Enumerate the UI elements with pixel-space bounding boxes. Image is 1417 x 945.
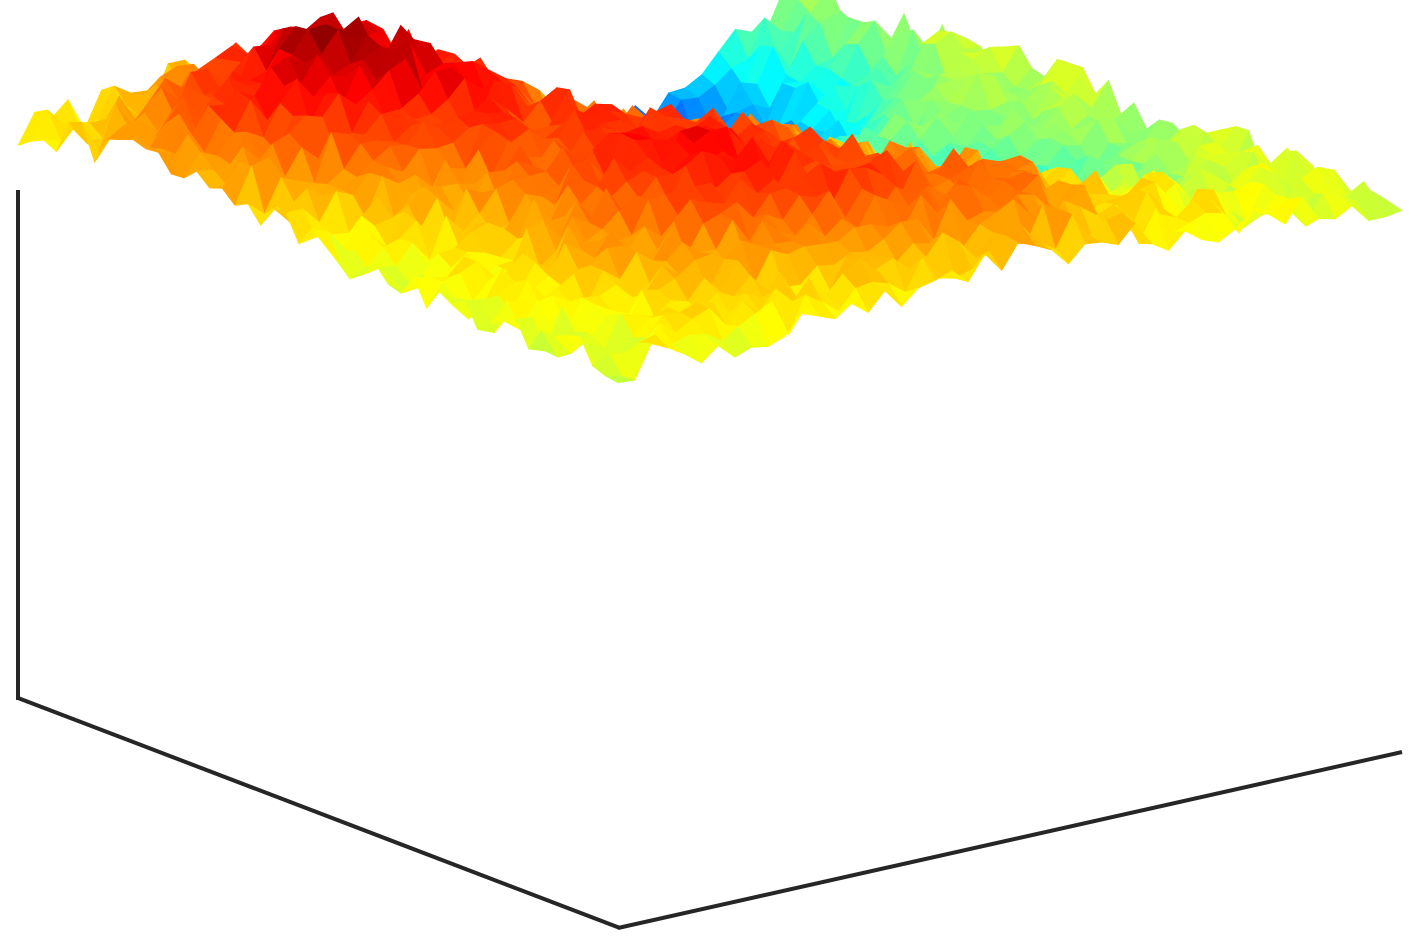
- axes-box: [16, 190, 1403, 930]
- surface-patch: [605, 375, 635, 384]
- x-axis-line: [617, 750, 1403, 930]
- y-axis-line: [17, 696, 621, 930]
- surface-mesh: [17, 0, 1403, 384]
